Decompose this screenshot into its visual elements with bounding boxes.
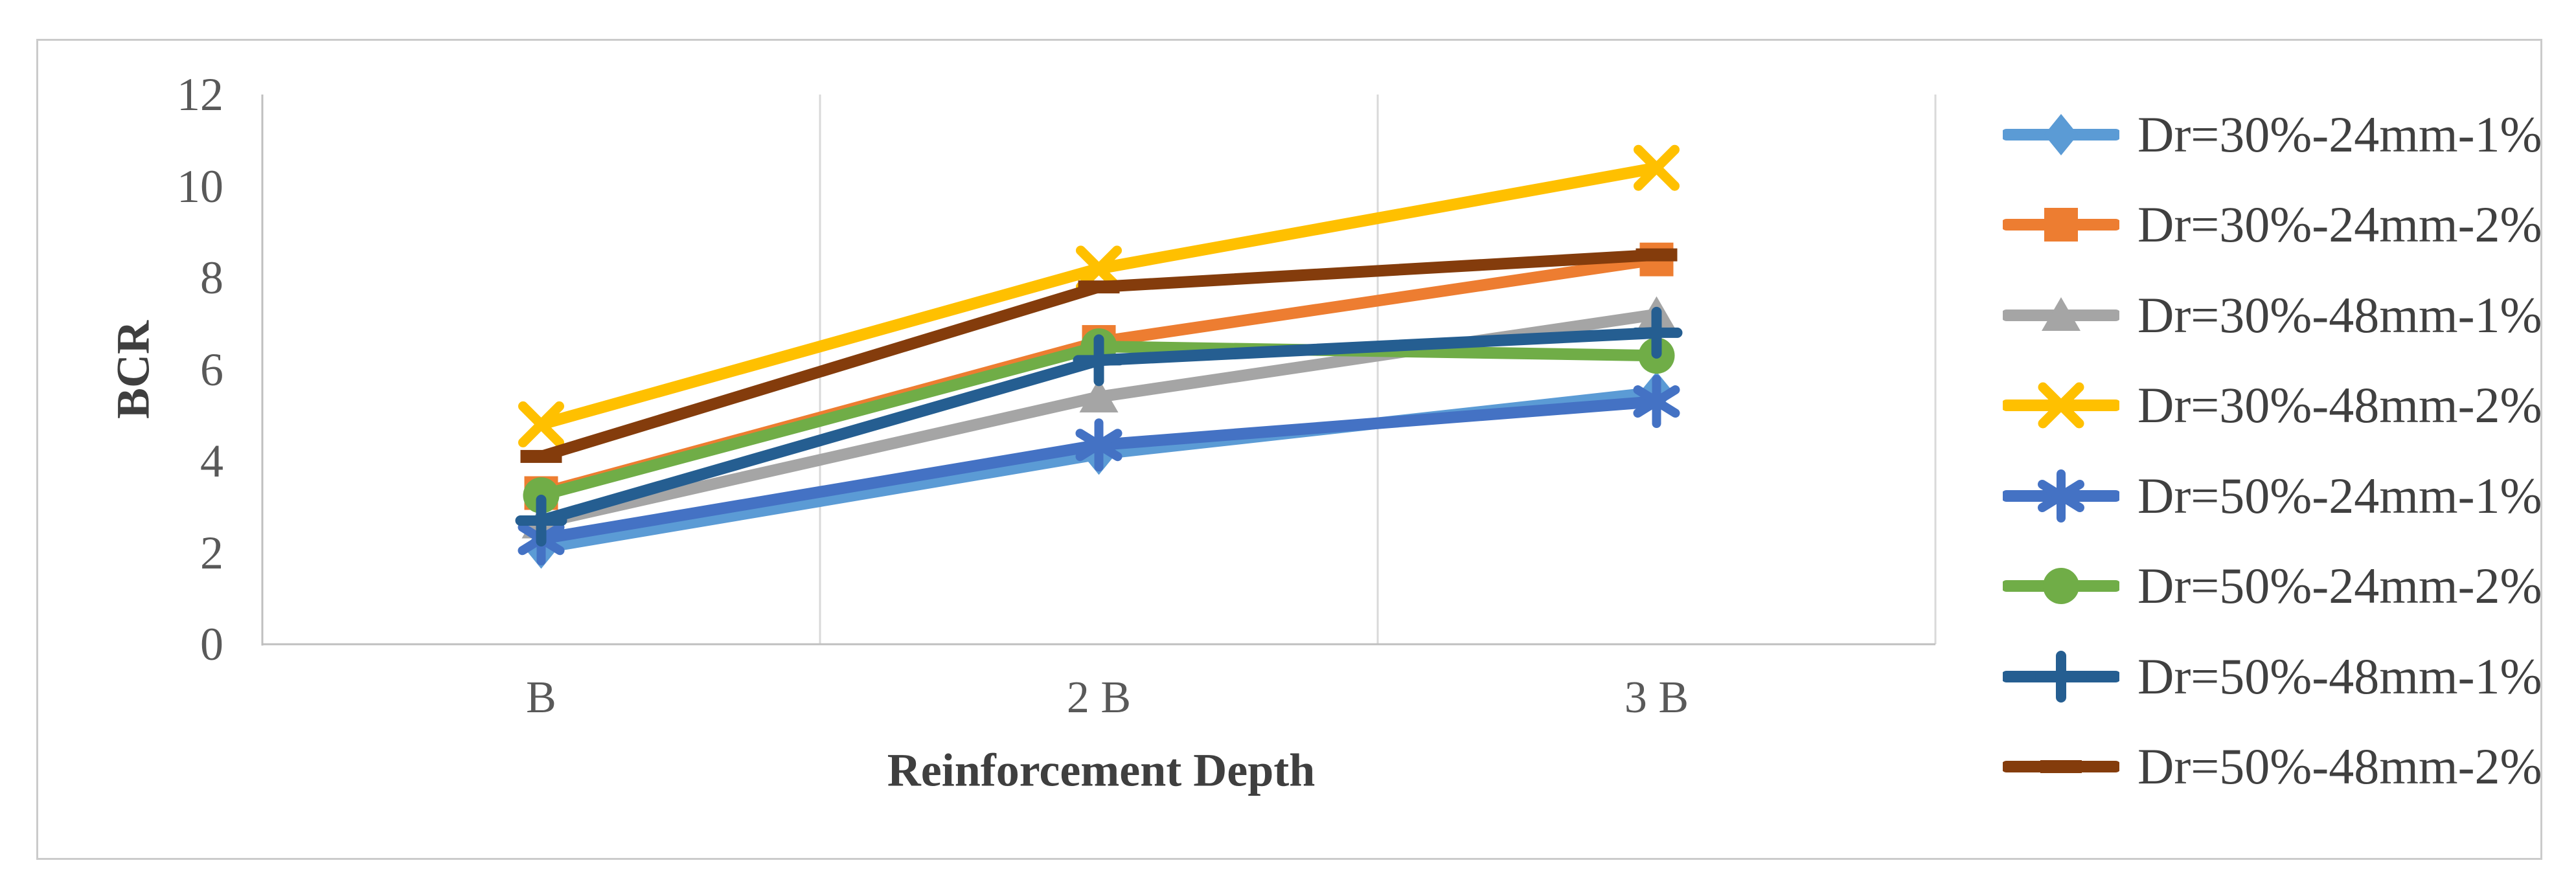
data-point-marker [515,494,567,546]
plus-marker-icon [1073,334,1125,387]
legend-marker-glyph [2038,382,2084,429]
y-tick-label: 4 [200,435,223,487]
legend-item-8: Dr=50%-48mm-2% [2003,722,2542,813]
legend-item-5: Dr=50%-24mm-1% [2003,451,2542,541]
legend-marker-glyph [2038,469,2084,523]
legend-marker-glyph [2040,760,2082,774]
dash-marker-icon [1078,280,1120,294]
legend-label: Dr=50%-48mm-2% [2137,738,2542,795]
triangle-marker-icon [1079,378,1119,412]
data-point-marker [1075,418,1123,472]
data-point-marker [1630,306,1683,359]
plus-marker-icon [2035,650,2087,703]
legend-marker-icon [2003,568,2119,605]
legend-marker-icon [2003,760,2119,774]
legend-item-4: Dr=30%-48mm-2% [2003,361,2542,451]
y-tick-label: 6 [200,343,223,396]
y-tick-label: 10 [177,160,223,212]
x-category-label: 2 B [1066,673,1132,723]
triangle-marker-icon [2042,297,2080,331]
data-point-marker [520,449,562,463]
x-marker-icon [518,401,564,447]
legend-marker-icon [2003,382,2119,429]
y-tick-label: 8 [200,252,223,304]
legend-marker-icon [2003,469,2119,523]
asterisk-marker-icon [1633,375,1680,429]
data-point-marker [1634,144,1680,191]
legend-item-1: Dr=30%-24mm-1% [2003,89,2542,180]
x-axis-title: Reinforcement Depth [887,744,1316,796]
data-point-marker [1078,280,1120,294]
legend-marker-icon [2003,650,2119,703]
x-category-label: B [526,673,556,723]
dash-marker-icon [520,449,562,463]
y-tick-label: 12 [177,69,223,120]
x-category-label: 3 B [1624,673,1689,723]
diamond-marker-icon [2044,113,2078,155]
data-point-marker [518,401,564,447]
legend-label: Dr=50%-24mm-2% [2137,557,2542,614]
dash-marker-icon [2040,760,2082,774]
y-tick-label: 2 [200,526,223,579]
legend-marker-icon [2003,113,2119,155]
legend-marker-glyph [2044,113,2078,155]
dash-marker-icon [1636,248,1678,262]
data-point-marker [1633,375,1680,429]
chart-legend: Dr=30%-24mm-1% Dr=30%-24mm-2% Dr=30%-48mm-… [2003,89,2542,812]
legend-item-7: Dr=50%-48mm-1% [2003,631,2542,722]
data-point-marker [1079,378,1119,412]
y-tick-label: 0 [200,618,223,670]
asterisk-marker-icon [2038,469,2084,523]
legend-label: Dr=30%-48mm-2% [2137,377,2542,434]
legend-label: Dr=30%-48mm-1% [2137,286,2542,343]
legend-item-3: Dr=30%-48mm-1% [2003,270,2542,361]
legend-item-2: Dr=30%-24mm-2% [2003,180,2542,271]
plus-marker-icon [1630,306,1683,359]
legend-item-6: Dr=50%-24mm-2% [2003,541,2542,632]
legend-label: Dr=30%-24mm-2% [2137,196,2542,253]
plus-marker-icon [515,494,567,546]
legend-label: Dr=50%-24mm-1% [2137,467,2542,524]
legend-label: Dr=50%-48mm-1% [2137,647,2542,704]
data-point-marker [1073,334,1125,387]
legend-marker-glyph [2044,208,2078,242]
square-marker-icon [2044,208,2078,242]
legend-marker-glyph [2043,568,2079,605]
data-point-marker [1636,248,1678,262]
legend-label: Dr=30%-24mm-1% [2137,106,2542,163]
legend-marker-glyph [2042,297,2080,331]
x-marker-icon [2038,382,2084,429]
legend-marker-icon [2003,297,2119,331]
x-marker-icon [1634,144,1680,191]
asterisk-marker-icon [1075,418,1123,472]
legend-marker-icon [2003,208,2119,242]
legend-marker-glyph [2035,650,2087,703]
figure-frame [36,39,2542,860]
circle-marker-icon [2043,568,2079,605]
